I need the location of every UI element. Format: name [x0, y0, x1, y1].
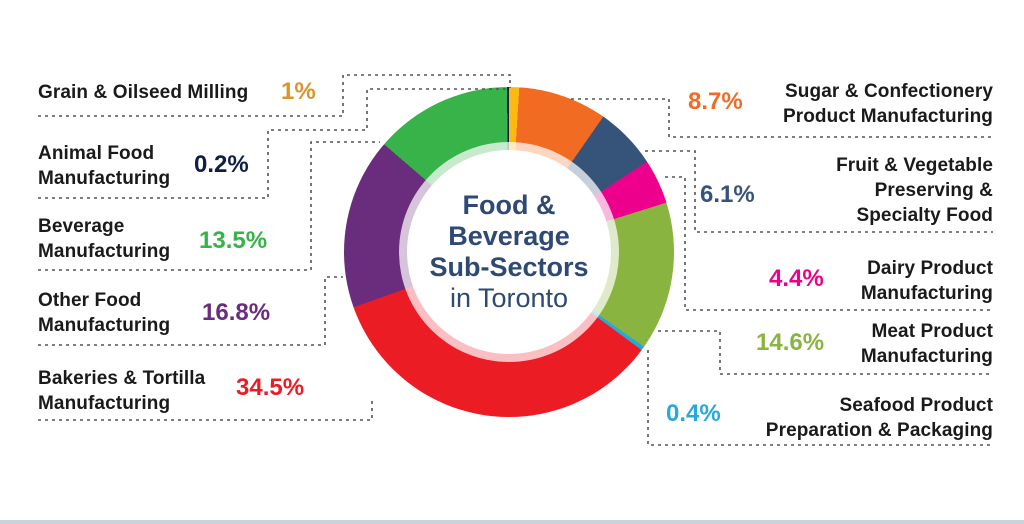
- label-text: Bakeries & Tortilla: [38, 368, 206, 389]
- pct-fruit: 6.1%: [700, 181, 755, 208]
- label-text: Specialty Food: [856, 205, 993, 226]
- pct-animal: 0.2%: [194, 151, 249, 178]
- chart-title: Food & Beverage Sub-Sectors in Toronto: [407, 150, 611, 354]
- leader-seafood: [647, 350, 993, 446]
- pct-seafood: 0.4%: [666, 400, 721, 427]
- label-text: Meat Product: [871, 321, 993, 342]
- pct-dairy: 4.4%: [769, 265, 824, 292]
- label-text: Product Manufacturing: [782, 106, 993, 127]
- label-text: Manufacturing: [38, 241, 171, 262]
- label-seafood: Seafood Product Preparation & Packaging: [766, 393, 993, 443]
- bottom-divider: [0, 520, 1024, 524]
- label-text: Sugar & Confectionery: [785, 81, 993, 102]
- label-text: Preserving &: [874, 180, 993, 201]
- label-text: Beverage: [38, 216, 125, 237]
- leader-grain: [38, 74, 511, 117]
- label-text: Other Food: [38, 290, 142, 311]
- label-text: Grain & Oilseed Milling: [38, 82, 249, 103]
- leader-other: [38, 276, 343, 346]
- leader-sugar: [571, 98, 993, 138]
- label-meat: Meat Product Manufacturing: [861, 319, 993, 369]
- label-sugar: Sugar & Confectionery Product Manufactur…: [783, 79, 993, 129]
- pct-bakeries: 34.5%: [236, 374, 305, 401]
- title-line-1: Food &: [462, 190, 556, 220]
- pct-sugar: 8.7%: [688, 88, 743, 115]
- leader-fruit: [645, 150, 993, 233]
- label-text: Manufacturing: [38, 168, 171, 189]
- pct-grain: 1%: [281, 78, 316, 105]
- leader-meat: [658, 330, 993, 375]
- leader-animal: [38, 88, 508, 199]
- pct-beverage: 13.5%: [199, 227, 268, 254]
- leader-beverage: [38, 141, 380, 271]
- label-animal: Animal Food Manufacturing: [38, 141, 170, 191]
- label-text: Preparation & Packaging: [765, 420, 993, 441]
- label-text: Animal Food: [38, 143, 155, 164]
- label-bakeries: Bakeries & Tortilla Manufacturing: [38, 366, 205, 416]
- title-line-2: Beverage: [448, 221, 570, 251]
- label-text: Manufacturing: [860, 283, 993, 304]
- label-text: Manufacturing: [38, 315, 171, 336]
- label-dairy: Dairy Product Manufacturing: [861, 256, 993, 306]
- leader-dairy: [665, 176, 993, 311]
- pct-other: 16.8%: [202, 299, 271, 326]
- label-fruit: Fruit & Vegetable Preserving & Specialty…: [836, 153, 993, 228]
- title-line-3: Sub-Sectors: [429, 252, 589, 282]
- label-text: Manufacturing: [38, 393, 171, 414]
- title-line-4: in Toronto: [449, 283, 569, 313]
- pct-meat: 14.6%: [756, 329, 825, 356]
- label-other: Other Food Manufacturing: [38, 288, 170, 338]
- label-text: Seafood Product: [839, 395, 993, 416]
- label-grain: Grain & Oilseed Milling: [38, 80, 248, 105]
- label-text: Manufacturing: [860, 346, 993, 367]
- label-text: Dairy Product: [867, 258, 993, 279]
- label-beverage: Beverage Manufacturing: [38, 214, 170, 264]
- label-text: Fruit & Vegetable: [836, 155, 993, 176]
